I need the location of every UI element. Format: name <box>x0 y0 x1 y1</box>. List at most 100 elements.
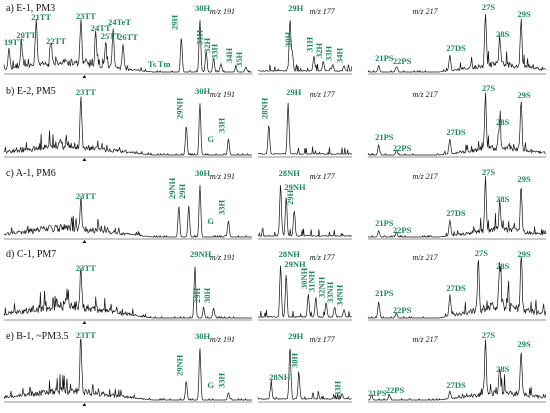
mz-label: m/z 217 <box>413 7 439 16</box>
mz-label: m/z 217 <box>413 335 439 344</box>
peak-label-27ds: 27DS <box>446 380 466 390</box>
peak-label-29h: 29H <box>288 3 304 13</box>
row-title: b) E-2, PM5 <box>6 86 56 97</box>
peak-label-30h: 30H <box>202 288 212 304</box>
peak-label-34h: 34H <box>224 48 234 64</box>
peak-label-29s: 29S <box>518 9 532 19</box>
peak-label-22ps: 22PS <box>386 385 405 395</box>
peak-label-34h: 34H <box>335 48 345 64</box>
peak-label-23tt: 23TT <box>76 263 96 273</box>
peak-label-21ps: 21PS <box>368 388 387 398</box>
peak-label-29nh: 29NH <box>167 177 177 199</box>
peak-label-30h: 30H <box>283 32 293 48</box>
peak-label-30h: 30H <box>195 168 211 178</box>
peak-label-24tt: 24TT <box>91 23 111 33</box>
chromatogram-trace <box>367 92 546 156</box>
peak-label-21ps: 21PS <box>375 288 394 298</box>
peak-label-28s: 28S <box>496 117 510 127</box>
peak-label-28nh: 28NH <box>279 249 301 259</box>
peak-label-27s: 27S <box>482 83 496 93</box>
peak-label-27ds: 27DS <box>446 283 466 293</box>
row-title: d) C-1, PM7 <box>6 249 56 260</box>
marker-triangle <box>82 403 87 406</box>
row-title: e) B-1, ~PM3.5 <box>6 331 69 342</box>
peak-label-33h: 33H <box>209 44 219 60</box>
peak-label-30h: 30H <box>195 86 211 96</box>
peak-label-28s: 28S <box>496 194 510 204</box>
peak-label-29s: 29S <box>518 339 532 349</box>
peak-label-30nh: 30NH <box>299 267 309 289</box>
chromatogram-trace <box>367 256 547 319</box>
mz-label: m/z 191 <box>210 7 235 16</box>
peak-label-27s: 27S <box>482 2 496 12</box>
peak-label-22ps: 22PS <box>393 305 412 315</box>
peak-label-29nh: 29NH <box>175 97 185 119</box>
peak-label-29nh: 29NH <box>284 259 306 269</box>
chromatogram-trace <box>3 96 252 156</box>
peak-label-29h: 29H <box>288 331 304 341</box>
mz-label: m/z 177 <box>310 253 336 262</box>
peak-label-29h: 29H <box>286 87 302 97</box>
peak-label-24tet: 24TeT <box>108 17 131 27</box>
chromatogram-trace <box>367 14 547 73</box>
peak-label-19tt: 19TT <box>4 37 24 47</box>
peak-label-29h: 29H <box>192 288 202 304</box>
peak-label-21ps: 21PS <box>375 132 394 142</box>
chromatogram-trace <box>3 338 252 401</box>
peak-label-27ds: 27DS <box>446 127 466 137</box>
peak-label-29s: 29S <box>518 249 532 259</box>
peak-label-27s: 27S <box>482 330 496 340</box>
chromatogram-trace <box>3 266 252 319</box>
chromatogram-trace <box>257 102 352 156</box>
peak-label-28nh: 28NH <box>269 372 291 382</box>
peak-label-27ds: 27DS <box>446 43 466 53</box>
peak-label-g: G <box>207 134 214 144</box>
peak-label-28s: 28S <box>496 261 510 271</box>
peak-label-27ds: 27DS <box>446 208 466 218</box>
mz-label: m/z 191 <box>210 90 235 99</box>
peak-label-tm: Tm <box>158 59 171 69</box>
chromatogram-trace <box>257 20 353 72</box>
chromatogram-trace <box>3 185 252 238</box>
peak-label-29h: 29H <box>170 15 180 31</box>
chromatogram-trace <box>257 348 352 400</box>
peak-label-30h: 30H <box>195 3 211 13</box>
marker-triangle <box>82 240 87 243</box>
peak-label-g: G <box>207 380 214 390</box>
peak-label-30h: 30H <box>289 353 299 369</box>
peak-label-21tt: 21TT <box>31 12 51 22</box>
row-title: c) A-1, PM6 <box>6 168 56 179</box>
peak-label-33h: 33H <box>217 118 227 134</box>
peak-label-33h: 33H <box>217 200 227 216</box>
peak-label-28nh: 28NH <box>259 97 269 119</box>
peak-label-33h: 33H <box>323 46 333 62</box>
peak-label-23tt: 23TT <box>76 11 96 21</box>
mz-label: m/z 191 <box>210 335 235 344</box>
peak-label-21ps: 21PS <box>375 53 394 63</box>
peak-label-31nh: 31NH <box>306 270 316 292</box>
peak-label-29nh: 29NH <box>190 249 212 259</box>
peak-label-20tt: 20TT <box>16 30 36 40</box>
mz-label: m/z 191 <box>210 172 235 181</box>
peak-label-29s: 29S <box>518 174 532 184</box>
mz-label: m/z 177 <box>310 90 336 99</box>
peak-label-21ps: 21PS <box>375 218 394 228</box>
peak-label-33nh: 33NH <box>325 281 335 303</box>
chromatogram-trace <box>257 185 352 238</box>
peak-label-29nh: 29NH <box>284 182 306 192</box>
peak-label-32nh: 32NH <box>317 276 327 298</box>
peak-label-26tt: 26TT <box>118 32 138 42</box>
marker-triangle <box>82 321 87 324</box>
peak-label-31h: 31H <box>194 30 204 46</box>
chromatogram-trace <box>368 339 547 401</box>
peak-label-28s: 28S <box>496 364 510 374</box>
chromatogram-trace <box>257 265 352 318</box>
marker-triangle <box>82 158 87 161</box>
peak-label-22ps: 22PS <box>393 56 412 66</box>
peak-label-28nh: 28NH <box>279 168 301 178</box>
chromatogram-trace <box>368 176 547 238</box>
marker-triangle <box>82 75 87 78</box>
peak-label-29s: 29S <box>518 90 532 100</box>
peak-label-30h: 30H <box>195 331 211 341</box>
